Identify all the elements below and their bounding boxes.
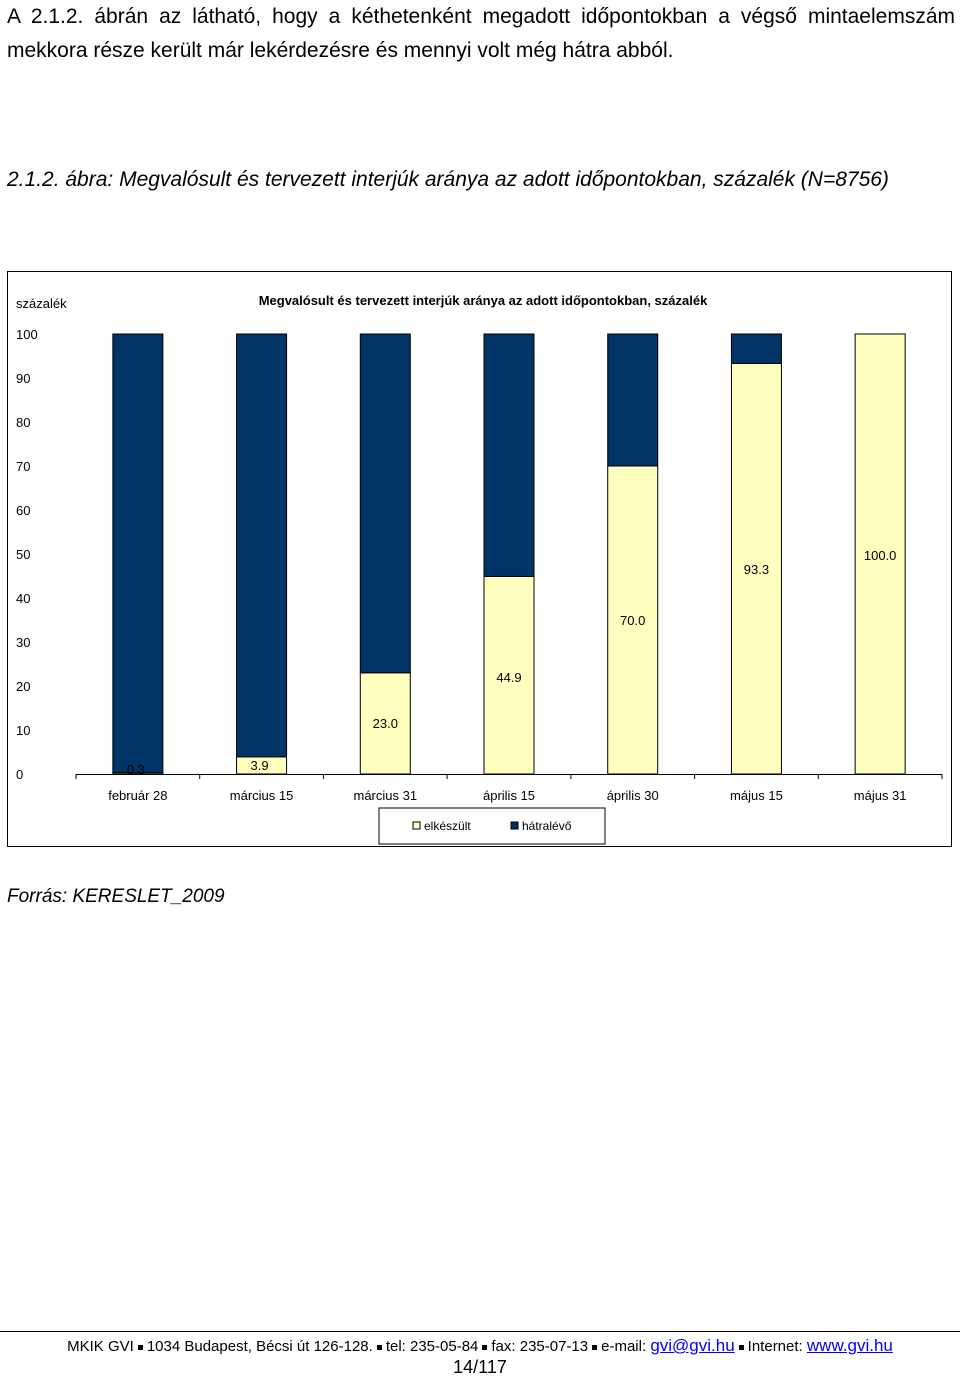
x-tick-label: március 31 <box>353 788 417 803</box>
y-tick-label: 0 <box>16 767 23 782</box>
source-note: Forrás: KERESLET_2009 <box>7 886 225 907</box>
x-tick-label: április 15 <box>483 788 535 803</box>
footer-contact: MKIK GVI 1034 Budapest, Bécsi út 126-128.… <box>0 1336 960 1356</box>
y-tick-label: 70 <box>16 459 30 474</box>
legend-swatch-done <box>412 821 421 830</box>
bullet-icon <box>738 1344 744 1350</box>
y-tick-label: 30 <box>16 635 30 650</box>
chart-container: százalék Megvalósult és tervezett interjú… <box>7 271 952 847</box>
y-tick-label: 60 <box>16 503 30 518</box>
page-number: 14/117 <box>453 1357 507 1377</box>
y-tick-label: 100 <box>16 327 38 342</box>
bullet-icon <box>482 1344 488 1350</box>
y-axis-label: százalék <box>16 296 67 311</box>
intro-paragraph: A 2.1.2. ábrán az látható, hogy a kéthet… <box>7 5 955 62</box>
legend-label-remaining: hátralévő <box>522 819 572 833</box>
footer-email-link[interactable]: gvi@gvi.hu <box>650 1336 735 1355</box>
footer-tel: tel: 235-05-84 <box>385 1338 479 1355</box>
data-label: 23.0 <box>373 716 398 731</box>
bar-remaining <box>607 333 659 467</box>
x-tick-label: május 15 <box>730 788 783 803</box>
bar-remaining <box>112 333 164 774</box>
data-label: 0.3 <box>127 762 145 777</box>
legend-label-done: elkészült <box>424 819 471 833</box>
y-tick-label: 90 <box>16 371 30 386</box>
footer-internet-label: Internet: <box>747 1338 803 1355</box>
y-tick-label: 10 <box>16 723 30 738</box>
x-tick-label: május 31 <box>854 788 907 803</box>
chart-title: Megvalósult és tervezett interjúk aránya… <box>259 293 708 308</box>
bar-done <box>854 333 906 775</box>
figure-caption: 2.1.2. ábra: Megvalósult és tervezett in… <box>7 168 889 191</box>
x-tick-label: február 28 <box>108 788 167 803</box>
y-tick-label: 40 <box>16 591 30 606</box>
data-label: 44.9 <box>496 670 521 685</box>
data-label: 70.0 <box>620 613 645 628</box>
footer-org: MKIK GVI <box>67 1338 134 1355</box>
legend-swatch-remaining <box>510 821 519 830</box>
bar-remaining <box>359 333 411 674</box>
bar-remaining <box>483 333 535 577</box>
bar-remaining <box>730 333 782 364</box>
data-label: 100.0 <box>864 548 897 563</box>
footer-email-label: e-mail: <box>601 1338 647 1355</box>
data-label: 93.3 <box>744 562 769 577</box>
legend-box <box>378 807 606 845</box>
y-tick-label: 20 <box>16 679 30 694</box>
bullet-icon <box>137 1344 143 1350</box>
bullet-icon <box>592 1344 598 1350</box>
bullet-icon <box>376 1344 382 1350</box>
data-label: 3.9 <box>251 758 269 773</box>
footer-web-link[interactable]: www.gvi.hu <box>806 1336 893 1355</box>
x-tick-label: április 30 <box>607 788 659 803</box>
footer-fax: fax: 235-07-13 <box>491 1338 589 1355</box>
stacked-bar-chart: százalék Megvalósult és tervezett interjú… <box>16 293 943 845</box>
y-tick-label: 50 <box>16 547 30 562</box>
y-tick-label: 80 <box>16 415 30 430</box>
x-tick-label: március 15 <box>230 788 294 803</box>
bar-remaining <box>236 333 288 758</box>
footer-address: 1034 Budapest, Bécsi út 126-128. <box>146 1338 373 1355</box>
footer-divider <box>0 1331 960 1332</box>
